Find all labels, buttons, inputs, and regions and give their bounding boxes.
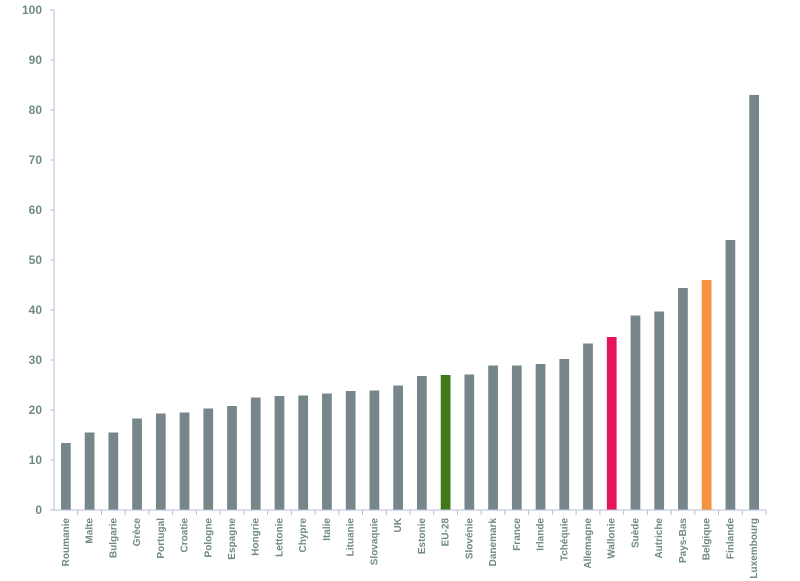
x-category-label: EU-28 — [441, 518, 452, 547]
bar — [132, 418, 142, 510]
bar — [84, 432, 95, 510]
x-category-label: Luxembourg — [749, 518, 760, 579]
x-category-label: Finlande — [725, 518, 736, 560]
bar — [678, 288, 688, 510]
x-category-label: Pays-Bas — [678, 518, 689, 563]
x-category-label: Portugal — [156, 518, 167, 559]
y-tick-label: 60 — [29, 203, 43, 217]
bar — [654, 311, 665, 510]
bar — [108, 432, 119, 510]
bar — [417, 376, 427, 510]
bar — [227, 406, 237, 510]
x-category-label: Malte — [85, 518, 96, 544]
x-category-label: Grèce — [132, 518, 143, 547]
x-category-label: Slovénie — [464, 518, 475, 560]
bar — [345, 391, 356, 510]
x-category-label: Lituanie — [346, 518, 357, 557]
bar — [725, 240, 736, 510]
x-category-label: Wallonie — [607, 518, 618, 559]
y-tick-label: 40 — [29, 303, 43, 317]
bar — [322, 393, 332, 510]
x-axis: Roumanie Malte Bulgarie Grèce Portugal Croati… — [54, 509, 767, 579]
bars — [61, 95, 759, 510]
bar — [298, 395, 309, 510]
y-tick-label: 0 — [35, 503, 42, 517]
bar — [749, 95, 759, 510]
bar — [203, 408, 214, 510]
bar — [393, 385, 403, 510]
bar — [440, 375, 451, 510]
x-category-label: Danemark — [488, 518, 499, 567]
x-category-label: Hongrie — [251, 518, 262, 556]
x-category-label: Croatie — [180, 518, 191, 553]
x-category-label: Lettonie — [274, 518, 285, 557]
bar — [274, 396, 285, 510]
x-category-label: Estonie — [417, 518, 428, 555]
x-category-label: Espagne — [227, 518, 238, 560]
y-tick-label: 20 — [29, 403, 43, 417]
bar — [250, 397, 261, 510]
x-category-label: UK — [393, 517, 404, 532]
x-category-label: Slovaquie — [369, 518, 380, 566]
x-category-label: Irlande — [536, 518, 547, 551]
bar — [511, 365, 522, 510]
x-category-label: Autriche — [654, 518, 665, 559]
x-category-label: France — [512, 518, 523, 551]
bar — [61, 443, 71, 510]
y-tick-label: 10 — [29, 453, 43, 467]
y-axis: 0 10 20 30 40 50 60 70 80 90 100 — [22, 3, 55, 517]
y-tick-label: 90 — [29, 53, 43, 67]
bar — [701, 280, 712, 510]
bar — [155, 413, 166, 510]
y-tick-label: 30 — [29, 353, 43, 367]
x-category-label: Pologne — [203, 518, 214, 558]
y-tick-label: 50 — [29, 253, 43, 267]
x-category-label: Belgique — [702, 518, 713, 561]
x-category-label: Allemagne — [583, 518, 594, 569]
bar — [583, 343, 593, 510]
bar — [369, 390, 380, 510]
bar — [559, 359, 570, 510]
x-category-label: Chypre — [298, 518, 309, 553]
x-category-label: Italie — [322, 518, 333, 541]
bar — [464, 374, 475, 510]
x-category-label: Roumanie — [61, 518, 72, 567]
bar — [488, 365, 498, 510]
x-category-label: Bulgarie — [108, 518, 119, 558]
y-tick-label: 100 — [22, 3, 42, 17]
bar — [606, 337, 617, 510]
x-category-label: Tchéquie — [559, 518, 570, 562]
y-tick-label: 70 — [29, 153, 43, 167]
bar — [179, 412, 190, 510]
bar — [535, 364, 546, 510]
bar — [630, 315, 641, 510]
x-category-label: Suède — [630, 518, 641, 548]
y-tick-label: 80 — [29, 103, 43, 117]
